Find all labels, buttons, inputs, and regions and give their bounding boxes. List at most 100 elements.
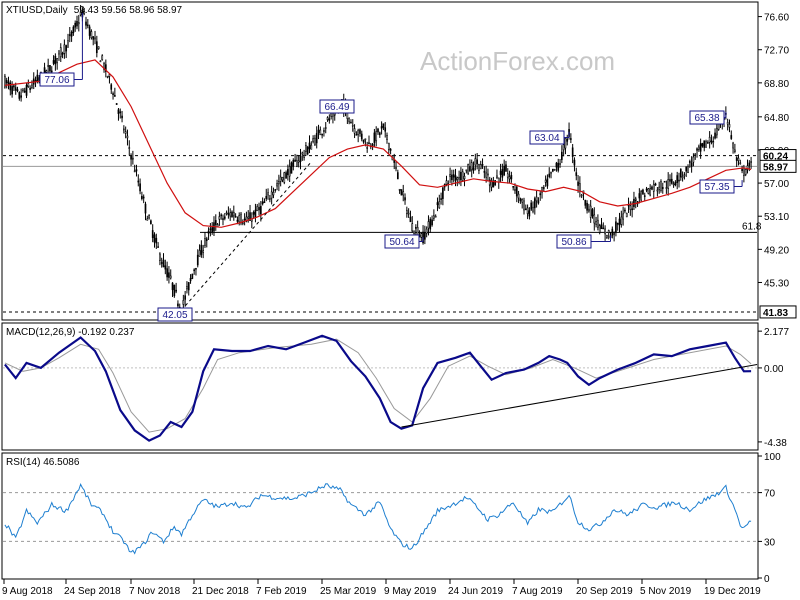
candle-body (634, 198, 637, 202)
candle-body (494, 180, 496, 185)
candle-body (726, 122, 729, 125)
candle-body (665, 187, 668, 189)
candle-body (503, 165, 506, 176)
candle-body (79, 11, 82, 16)
candle-body (496, 175, 498, 178)
candle-body (232, 211, 235, 217)
candle-body (274, 189, 277, 191)
candle-body (76, 20, 78, 27)
candle-body (150, 220, 152, 225)
candle-body (438, 201, 441, 209)
annotation-label: 66.49 (324, 102, 349, 113)
candle-body (126, 135, 129, 139)
candle-body (359, 129, 361, 134)
candle-body (72, 26, 75, 34)
candle-body (541, 186, 543, 193)
candle-body (476, 159, 478, 165)
candle-body (106, 76, 109, 78)
candle-body (555, 162, 558, 168)
candle-body (398, 188, 401, 191)
candle-body (94, 37, 96, 40)
candle-body (164, 265, 167, 270)
candle-body (297, 160, 300, 163)
candle-body (679, 169, 682, 178)
candle-body (269, 198, 271, 200)
candle-body (551, 168, 554, 172)
candle-body (387, 142, 390, 150)
price-ytick-label: 53.10 (764, 212, 789, 223)
candle-body (433, 215, 435, 219)
annotation-box (689, 110, 725, 125)
candle-body (454, 175, 457, 181)
candle-body (351, 124, 354, 127)
candle-body (166, 268, 168, 278)
candle-body (186, 286, 188, 290)
candle-body (463, 175, 466, 180)
candle-body (20, 95, 22, 98)
candle-body (312, 138, 314, 143)
xtick-label: 7 Aug 2019 (512, 586, 563, 597)
candle-body (249, 212, 251, 221)
macd-trendline (401, 364, 758, 428)
candle-body (483, 171, 486, 173)
candle-body (442, 187, 444, 199)
candle-body (121, 115, 123, 119)
candle-body (692, 156, 695, 163)
candle-body (169, 275, 172, 279)
candle-body (123, 128, 125, 131)
rsi-title: RSI(14) 46.5086 (6, 457, 80, 468)
macd-line (4, 334, 752, 442)
candle-body (130, 155, 132, 160)
candle-body (492, 181, 495, 188)
candle-body (371, 143, 374, 147)
candle-body (544, 179, 547, 183)
candle-body (557, 162, 560, 171)
candle-body (54, 55, 57, 65)
candle-body (104, 64, 107, 72)
candle-body (128, 147, 131, 149)
candle-body (171, 282, 174, 291)
candle-body (23, 90, 26, 93)
candle-body (517, 193, 520, 199)
candle-body (236, 219, 239, 222)
annotation-label: 77.06 (44, 75, 69, 86)
candle-body (151, 230, 154, 238)
candle-body (737, 157, 740, 161)
candle-body (746, 165, 749, 170)
candle-body (461, 171, 464, 181)
candle-body (429, 218, 432, 230)
candle-body (114, 95, 116, 97)
candle-body (505, 164, 507, 172)
candle-body (607, 230, 610, 233)
candle-body (279, 176, 282, 182)
candle-body (669, 179, 671, 182)
candle-body (571, 147, 574, 157)
candle-body (643, 195, 646, 197)
candle-body (153, 234, 156, 243)
candle-body (638, 193, 641, 199)
candle-body (292, 160, 295, 167)
candle-body (231, 211, 233, 218)
candle-body (470, 162, 473, 171)
annotation-box (319, 99, 355, 114)
candle-body (14, 87, 17, 91)
xtick-label: 7 Feb 2019 (256, 586, 307, 597)
candle-body (22, 88, 24, 91)
xtick-label: 7 Nov 2018 (129, 586, 181, 597)
candle-body (652, 183, 655, 192)
candle-body (524, 208, 527, 211)
candle-body (661, 186, 664, 189)
candle-body (413, 230, 415, 234)
candle-body (61, 53, 64, 55)
candle-body (460, 171, 462, 181)
candle-body (270, 191, 273, 199)
candle-body (530, 202, 533, 210)
candle-body (11, 86, 13, 95)
candle-body (207, 230, 210, 234)
candle-body (240, 213, 242, 224)
candle-body (678, 179, 680, 182)
candle-body (294, 159, 296, 162)
candle-body (360, 133, 363, 140)
candle-body (350, 121, 352, 124)
